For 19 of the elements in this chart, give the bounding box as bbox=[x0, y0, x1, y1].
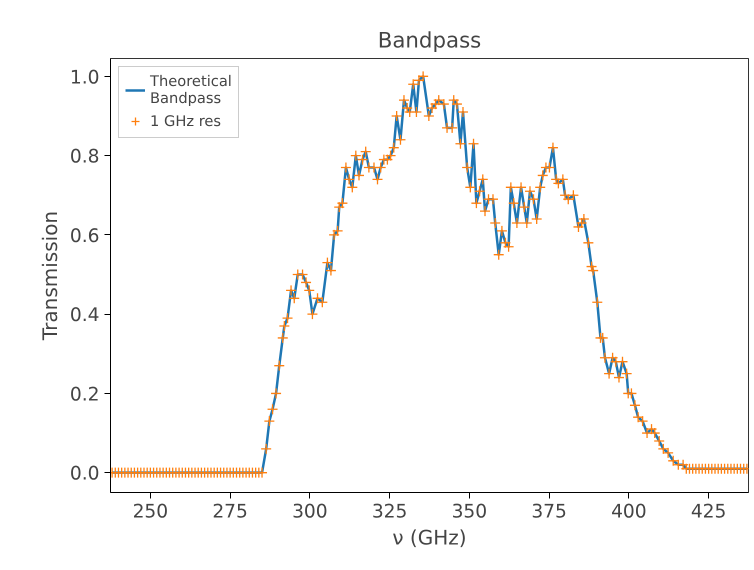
x-tick-label: 375 bbox=[531, 502, 567, 522]
x-tick-label: 400 bbox=[611, 502, 647, 522]
y-tick-label: 0.8 bbox=[70, 146, 100, 168]
x-tick-label: 350 bbox=[452, 502, 488, 522]
legend-label: 1 GHz res bbox=[150, 112, 222, 130]
x-tick-label: 275 bbox=[212, 502, 248, 522]
chart-title: Bandpass bbox=[378, 28, 482, 54]
x-tick-label: 425 bbox=[690, 502, 726, 522]
x-tick-label: 325 bbox=[372, 502, 408, 522]
x-axis-title: ν (GHz) bbox=[392, 526, 467, 550]
x-tick-label: 300 bbox=[292, 502, 328, 522]
y-axis-title: Transmission bbox=[38, 210, 62, 342]
y-tick-label: 0.4 bbox=[70, 305, 100, 326]
y-tick-label: 0.6 bbox=[70, 226, 100, 247]
legend-label: Theoretical Bandpass bbox=[150, 73, 232, 107]
y-tick-label: 1.0 bbox=[70, 67, 100, 88]
x-tick-label: 250 bbox=[132, 502, 168, 522]
y-tick-label: 0.0 bbox=[70, 464, 100, 485]
y-tick-label: 0.2 bbox=[70, 384, 100, 406]
